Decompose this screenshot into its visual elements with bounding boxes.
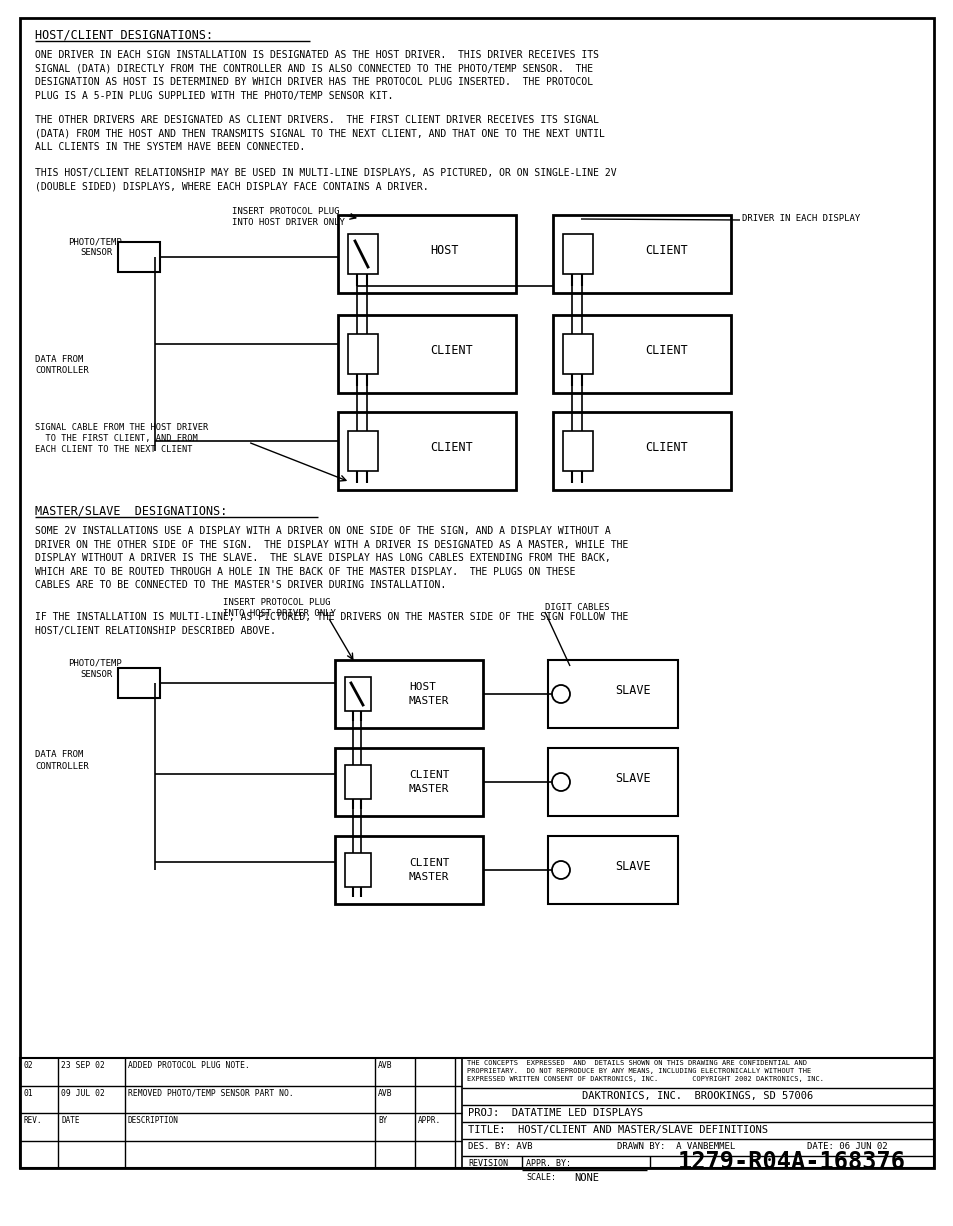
Text: AVB: AVB: [377, 1060, 393, 1070]
Bar: [562, 333, 593, 374]
Text: CLIENT: CLIENT: [645, 343, 687, 357]
Bar: [345, 853, 371, 886]
Text: HOST: HOST: [430, 244, 458, 256]
Text: DES. BY: AVB: DES. BY: AVB: [468, 1141, 532, 1151]
Text: CLIENT: CLIENT: [645, 440, 687, 454]
Text: THIS HOST/CLIENT RELATIONSHIP MAY BE USED IN MULTI-LINE DISPLAYS, AS PICTURED, O: THIS HOST/CLIENT RELATIONSHIP MAY BE USE…: [35, 168, 616, 191]
Text: INSERT PROTOCOL PLUG: INSERT PROTOCOL PLUG: [223, 598, 330, 607]
Bar: [348, 333, 377, 374]
Text: 1279-R04A-168376: 1279-R04A-168376: [678, 1150, 905, 1175]
Bar: [335, 748, 482, 817]
Text: IF THE INSTALLATION IS MULTI-LINE, AS PICTURED, THE DRIVERS ON THE MASTER SIDE O: IF THE INSTALLATION IS MULTI-LINE, AS PI…: [35, 612, 628, 635]
Text: NONE: NONE: [574, 1173, 598, 1183]
Bar: [337, 215, 516, 293]
Text: CLIENT: CLIENT: [409, 858, 449, 868]
Text: THE CONCEPTS  EXPRESSED  AND  DETAILS SHOWN ON THIS DRAWING ARE CONFIDENTIAL AND: THE CONCEPTS EXPRESSED AND DETAILS SHOWN…: [467, 1060, 823, 1081]
Text: SOME 2V INSTALLATIONS USE A DISPLAY WITH A DRIVER ON ONE SIDE OF THE SIGN, AND A: SOME 2V INSTALLATIONS USE A DISPLAY WITH…: [35, 526, 628, 591]
Text: CONTROLLER: CONTROLLER: [35, 367, 89, 375]
Text: SLAVE: SLAVE: [615, 684, 651, 696]
Text: DESCRIPTION: DESCRIPTION: [128, 1116, 179, 1125]
Text: SCALE:: SCALE:: [525, 1173, 556, 1182]
Text: SLAVE: SLAVE: [615, 771, 651, 785]
Text: DRIVER IN EACH DISPLAY: DRIVER IN EACH DISPLAY: [741, 215, 860, 223]
Bar: [553, 315, 730, 394]
Text: SIGNAL CABLE FROM THE HOST DRIVER: SIGNAL CABLE FROM THE HOST DRIVER: [35, 423, 208, 432]
Text: APPR.: APPR.: [417, 1116, 440, 1125]
Bar: [553, 412, 730, 490]
Text: THE OTHER DRIVERS ARE DESIGNATED AS CLIENT DRIVERS.  THE FIRST CLIENT DRIVER REC: THE OTHER DRIVERS ARE DESIGNATED AS CLIE…: [35, 115, 604, 152]
Text: ADDED PROTOCOL PLUG NOTE.: ADDED PROTOCOL PLUG NOTE.: [128, 1060, 250, 1070]
Bar: [547, 836, 678, 904]
Text: AVB: AVB: [377, 1089, 393, 1097]
Text: CLIENT: CLIENT: [645, 244, 687, 256]
Text: PHOTO/TEMP: PHOTO/TEMP: [68, 237, 122, 246]
Text: MASTER: MASTER: [409, 696, 449, 706]
Bar: [348, 432, 377, 471]
Text: DAKTRONICS, INC.  BROOKINGS, SD 57006: DAKTRONICS, INC. BROOKINGS, SD 57006: [581, 1091, 813, 1101]
Text: BY: BY: [377, 1116, 387, 1125]
Text: HOST/CLIENT DESIGNATIONS:: HOST/CLIENT DESIGNATIONS:: [35, 28, 213, 40]
Text: TO THE FIRST CLIENT, AND FROM: TO THE FIRST CLIENT, AND FROM: [35, 434, 197, 443]
Text: DATA FROM: DATA FROM: [35, 356, 83, 364]
Bar: [337, 315, 516, 394]
Text: 09 JUL 02: 09 JUL 02: [61, 1089, 105, 1097]
Text: INTO HOST DRIVER ONLY: INTO HOST DRIVER ONLY: [223, 609, 335, 618]
Bar: [547, 748, 678, 817]
Text: CLIENT: CLIENT: [409, 770, 449, 780]
Text: REMOVED PHOTO/TEMP SENSOR PART NO.: REMOVED PHOTO/TEMP SENSOR PART NO.: [128, 1089, 294, 1097]
Text: MASTER: MASTER: [409, 872, 449, 881]
Text: DIGIT CABLES: DIGIT CABLES: [544, 603, 609, 612]
Text: DATE: 06 JUN 02: DATE: 06 JUN 02: [806, 1141, 886, 1151]
Text: DRAWN BY:  A VANBEMMEL: DRAWN BY: A VANBEMMEL: [617, 1141, 735, 1151]
Text: REVISION: REVISION: [468, 1159, 507, 1168]
Bar: [118, 242, 160, 272]
Text: MASTER: MASTER: [409, 783, 449, 794]
Text: PHOTO/TEMP: PHOTO/TEMP: [68, 658, 122, 667]
Text: TITLE:  HOST/CLIENT AND MASTER/SLAVE DEFINITIONS: TITLE: HOST/CLIENT AND MASTER/SLAVE DEFI…: [468, 1125, 767, 1135]
Bar: [348, 234, 377, 273]
Bar: [337, 412, 516, 490]
Text: EACH CLIENT TO THE NEXT CLIENT: EACH CLIENT TO THE NEXT CLIENT: [35, 445, 193, 454]
Bar: [562, 234, 593, 273]
Text: CONTROLLER: CONTROLLER: [35, 763, 89, 771]
Text: APPR. BY:: APPR. BY:: [525, 1159, 571, 1168]
Bar: [118, 668, 160, 698]
Bar: [20, 1058, 933, 1168]
Text: ONE DRIVER IN EACH SIGN INSTALLATION IS DESIGNATED AS THE HOST DRIVER.  THIS DRI: ONE DRIVER IN EACH SIGN INSTALLATION IS …: [35, 50, 598, 101]
Text: SENSOR: SENSOR: [80, 669, 112, 679]
Text: CLIENT: CLIENT: [430, 440, 473, 454]
Text: PROJ:  DATATIME LED DISPLAYS: PROJ: DATATIME LED DISPLAYS: [468, 1108, 642, 1118]
Text: CLIENT: CLIENT: [430, 343, 473, 357]
Text: REV.: REV.: [23, 1116, 42, 1125]
Bar: [345, 765, 371, 799]
Bar: [562, 432, 593, 471]
Text: HOST: HOST: [409, 682, 436, 691]
Text: SENSOR: SENSOR: [80, 248, 112, 257]
Bar: [553, 215, 730, 293]
Text: 23 SEP 02: 23 SEP 02: [61, 1060, 105, 1070]
Text: 02: 02: [23, 1060, 32, 1070]
Text: 01: 01: [23, 1089, 32, 1097]
Bar: [335, 836, 482, 904]
Text: INSERT PROTOCOL PLUG: INSERT PROTOCOL PLUG: [232, 207, 339, 216]
Text: DATE: DATE: [61, 1116, 79, 1125]
Bar: [547, 660, 678, 728]
Text: INTO HOST DRIVER ONLY: INTO HOST DRIVER ONLY: [232, 218, 345, 227]
Text: DATA FROM: DATA FROM: [35, 750, 83, 759]
Text: SLAVE: SLAVE: [615, 859, 651, 873]
Bar: [335, 660, 482, 728]
Bar: [345, 677, 371, 711]
Text: MASTER/SLAVE  DESIGNATIONS:: MASTER/SLAVE DESIGNATIONS:: [35, 504, 227, 517]
